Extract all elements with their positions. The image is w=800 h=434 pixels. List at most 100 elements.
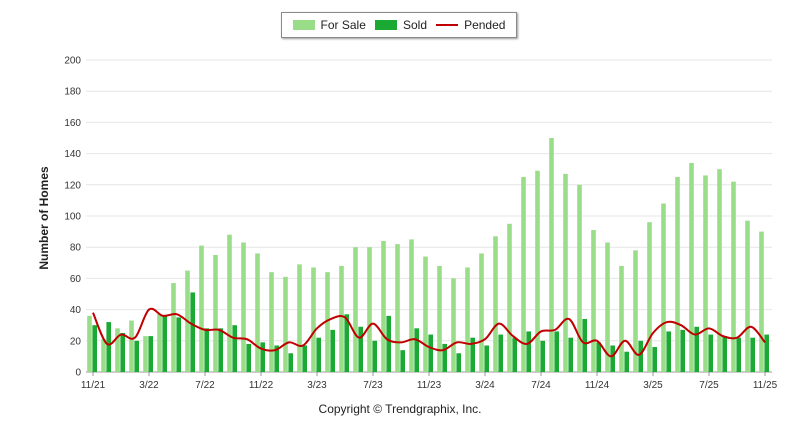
bar-for-sale [675,177,680,372]
legend-label-for-sale: For Sale [320,18,366,32]
bar-for-sale [283,276,288,372]
bar-sold [246,343,251,372]
bar-sold [260,342,265,372]
bar-for-sale [395,244,400,372]
bar-for-sale [381,240,386,372]
bar-sold [652,347,657,372]
bar-for-sale [717,169,722,372]
bar-for-sale [451,278,456,372]
bar-sold [470,337,475,372]
bar-for-sale [521,177,526,372]
bar-sold [316,337,321,372]
y-tick-label: 80 [70,243,82,254]
x-tick-label: 7/25 [699,380,719,391]
bar-sold [638,340,643,372]
bar-sold [624,351,629,372]
bar-sold [330,329,335,372]
bar-sold [162,315,167,372]
x-tick-label: 11/23 [417,380,442,391]
bar-for-sale [605,242,610,372]
legend-swatch-sold [374,20,397,30]
bar-sold [92,325,97,372]
x-tick-label: 11/25 [753,380,778,391]
bar-for-sale [297,264,302,372]
bar-sold [526,331,531,372]
x-tick-label: 11/21 [81,380,106,391]
bar-sold [190,292,195,372]
x-tick-label: 3/24 [475,380,495,391]
bar-sold [288,353,293,372]
bar-for-sale [171,283,176,372]
bar-for-sale [423,256,428,372]
legend-item-sold: Sold [374,18,427,32]
bar-sold [400,350,405,372]
bar-for-sale [339,265,344,372]
bar-sold [344,314,349,372]
bar-sold [372,340,377,372]
y-tick-label: 140 [64,149,81,160]
y-tick-label: 60 [70,274,82,285]
x-tick-label: 11/22 [249,380,274,391]
x-tick-label: 7/22 [195,380,215,391]
bar-for-sale [479,253,484,372]
bar-sold [722,336,727,372]
bar-for-sale [409,239,414,372]
legend-swatch-pended [436,24,459,26]
bar-for-sale [255,253,260,372]
bar-for-sale [507,223,512,372]
bar-sold [148,336,153,372]
x-tick-label: 3/25 [643,380,663,391]
bar-for-sale [101,339,106,372]
bar-for-sale [353,247,358,372]
y-tick-label: 40 [70,305,82,316]
bar-sold [386,315,391,372]
legend-item-pended: Pended [436,18,505,32]
bar-for-sale [241,242,246,372]
line-pended [92,307,766,358]
bar-for-sale [619,265,624,372]
chart-legend: For Sale Sold Pended [281,12,517,38]
bar-for-sale [129,320,134,372]
bar-sold [568,337,573,372]
bar-for-sale [591,230,596,372]
bar-for-sale [465,267,470,372]
bar-for-sale [689,162,694,372]
legend-swatch-for-sale [292,20,315,30]
bar-sold [232,325,237,372]
bar-sold [680,329,685,372]
bar-sold [274,345,279,372]
bar-for-sale [311,267,316,372]
bar-sold [120,333,125,372]
bar-sold [764,334,769,372]
bar-for-sale [143,336,148,372]
bar-sold [106,322,111,372]
bar-sold [666,331,671,372]
bar-sold [442,343,447,372]
bar-sold [218,328,223,372]
bar-sold [176,317,181,372]
bar-sold [484,345,489,372]
bar-sold [554,331,559,372]
bar-for-sale [563,173,568,372]
bar-sold [456,353,461,372]
y-tick-label: 0 [75,368,81,379]
bar-sold [428,334,433,372]
bar-for-sale [633,250,638,372]
bar-for-sale [199,245,204,372]
legend-label-sold: Sold [402,18,427,32]
y-tick-label: 200 [64,56,81,67]
bar-for-sale [745,220,750,372]
bar-for-sale [759,231,764,372]
x-tick-label: 3/23 [307,380,327,391]
y-tick-label: 100 [64,212,81,223]
bar-sold [596,342,601,372]
y-tick-label: 120 [64,180,81,191]
bar-sold [750,337,755,372]
bar-sold [582,318,587,372]
bar-for-sale [157,314,162,372]
bar-sold [540,340,545,372]
bar-sold [498,334,503,372]
bar-sold [358,326,363,372]
y-tick-label: 20 [70,336,82,347]
